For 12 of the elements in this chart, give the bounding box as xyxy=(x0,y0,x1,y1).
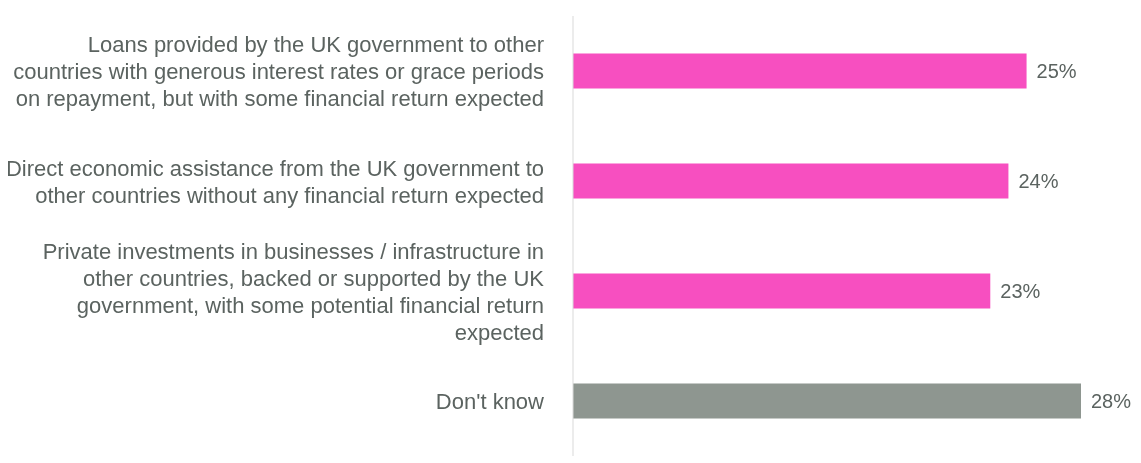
y-tick-label: Direct economic assistance from the UK government to other countries without any financial return expected xyxy=(5,155,544,207)
data-label: 28% xyxy=(1091,390,1132,412)
bar xyxy=(573,53,1027,89)
y-tick-label: Loans provided by the UK government to other countries with generous interest rates or grace periods on repayment, but with some financial return expected xyxy=(13,31,544,111)
y-tick-label: Private investments in businesses / infrastructure in other countries, backed or supported by the UK government, with some potential financial return expected xyxy=(42,238,545,344)
bar xyxy=(573,163,1009,199)
bar xyxy=(573,273,991,309)
data-label: 25% xyxy=(1036,60,1077,82)
data-label: 24% xyxy=(1018,170,1059,192)
bar xyxy=(573,383,1081,419)
data-label: 23% xyxy=(1000,280,1041,302)
y-tick-label: Don't know xyxy=(435,388,545,414)
